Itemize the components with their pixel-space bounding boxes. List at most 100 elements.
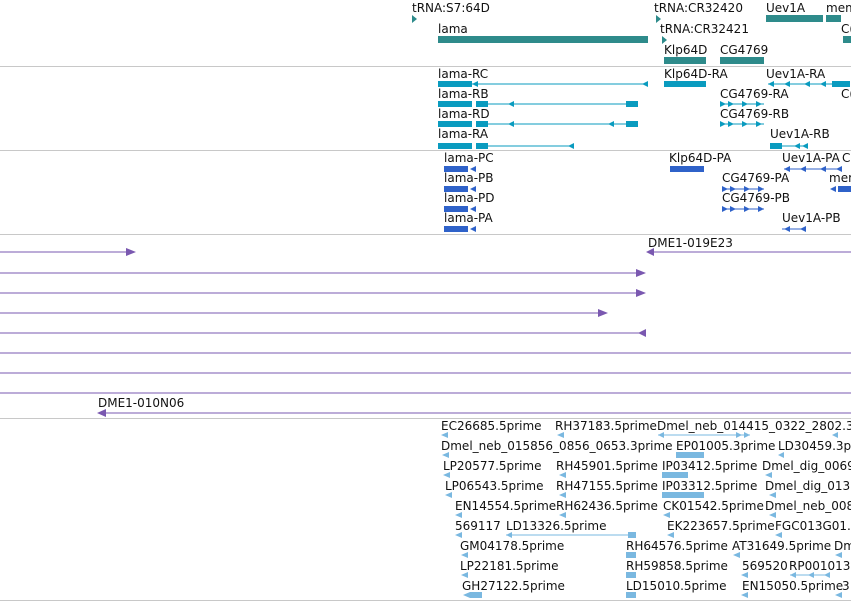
transcript-glyph[interactable] xyxy=(770,143,808,149)
est-glyph[interactable] xyxy=(461,552,468,558)
gene-glyph[interactable] xyxy=(656,15,661,23)
transcript-glyph[interactable] xyxy=(720,121,764,127)
gene-glyph[interactable] xyxy=(664,57,706,64)
est-glyph[interactable] xyxy=(769,492,776,498)
clone-glyph[interactable] xyxy=(0,309,608,317)
protein-glyph[interactable] xyxy=(670,166,704,172)
est-glyph[interactable] xyxy=(658,432,750,438)
est-glyph[interactable] xyxy=(559,512,566,518)
gene-glyph[interactable] xyxy=(843,36,851,43)
est-glyph[interactable] xyxy=(463,592,482,598)
protein-label: mem xyxy=(829,171,851,185)
gene-track: tRNA:S7:64D tRNA:CR32420 Uev1A mem lama … xyxy=(0,0,851,66)
protein-label: Uev1A-PA xyxy=(782,151,840,165)
est-glyph[interactable] xyxy=(667,532,674,538)
transcript-glyph[interactable] xyxy=(438,81,648,87)
est-glyph[interactable] xyxy=(455,532,462,538)
gene-glyph[interactable] xyxy=(662,36,667,44)
protein-glyph[interactable] xyxy=(444,226,476,232)
protein-glyph[interactable] xyxy=(830,186,851,192)
est-glyph[interactable] xyxy=(835,592,842,598)
est-glyph[interactable] xyxy=(769,512,776,518)
clone-glyph[interactable] xyxy=(0,329,646,337)
track-separator xyxy=(0,418,851,419)
protein-glyph[interactable] xyxy=(782,226,806,232)
gene-glyph[interactable] xyxy=(438,36,648,43)
est-label: LP06543.5prime xyxy=(445,479,544,493)
gene-label: Klp64D xyxy=(664,43,708,57)
est-glyph[interactable] xyxy=(443,472,450,478)
protein-label: CG4769-PA xyxy=(722,171,790,185)
est-label: GM04178.5prime xyxy=(460,539,565,553)
gene-glyph[interactable] xyxy=(766,15,823,22)
protein-glyph[interactable] xyxy=(444,166,476,172)
est-glyph[interactable] xyxy=(741,592,748,598)
est-label: AT31649.5prime xyxy=(732,539,832,553)
est-glyph[interactable] xyxy=(663,512,670,518)
protein-glyph[interactable] xyxy=(444,186,476,192)
est-label: LD15010.5prime xyxy=(626,579,727,593)
gene-glyph[interactable] xyxy=(720,57,764,64)
gene-glyph[interactable] xyxy=(412,15,417,23)
est-glyph[interactable] xyxy=(790,572,830,578)
est-glyph[interactable] xyxy=(741,572,748,578)
est-glyph[interactable] xyxy=(626,572,636,578)
gene-label: tRNA:CR32421 xyxy=(660,22,749,36)
clone-glyph[interactable] xyxy=(97,409,851,417)
est-glyph[interactable] xyxy=(626,552,636,558)
est-glyph[interactable] xyxy=(676,452,704,458)
est-label: IP03312.5prime xyxy=(662,479,758,493)
est-label: Dmel_neb_014415_0322_2802.3 xyxy=(657,419,851,433)
transcript-glyph[interactable] xyxy=(664,81,706,87)
est-glyph[interactable] xyxy=(455,512,462,518)
gene-label: CG4769 xyxy=(720,43,769,57)
protein-glyphs xyxy=(444,166,851,232)
transcript-track: lama-RC Klp64D-RA Uev1A-RA lama-RB CG476… xyxy=(0,67,851,150)
transcript-label: Uev1A-RA xyxy=(766,67,826,81)
transcript-glyph[interactable] xyxy=(438,121,638,127)
est-glyph[interactable] xyxy=(442,452,449,458)
protein-label: lama-PB xyxy=(444,171,494,185)
est-glyph[interactable] xyxy=(835,552,842,558)
est-glyph[interactable] xyxy=(559,492,566,498)
protein-label: lama-PC xyxy=(444,151,494,165)
est-glyph[interactable] xyxy=(662,472,688,478)
est-glyph[interactable] xyxy=(662,492,704,498)
clone-glyph[interactable] xyxy=(646,248,851,256)
est-label: RH47155.5prime xyxy=(556,479,658,493)
clone-glyph[interactable] xyxy=(0,289,646,297)
est-glyph[interactable] xyxy=(445,492,452,498)
est-glyph[interactable] xyxy=(626,592,636,598)
transcript-label: lama-RA xyxy=(438,127,489,141)
est-glyph[interactable] xyxy=(832,432,838,438)
transcript-glyph[interactable] xyxy=(438,101,638,107)
est-label: EC26685.5prime xyxy=(441,419,542,433)
protein-glyph[interactable] xyxy=(722,186,764,192)
protein-glyph[interactable] xyxy=(784,166,842,172)
transcript-glyph[interactable] xyxy=(438,143,574,149)
est-label: RH59858.5prime xyxy=(626,559,728,573)
transcript-glyph[interactable] xyxy=(768,81,850,87)
protein-label: C xyxy=(842,151,851,165)
est-glyph[interactable] xyxy=(778,452,784,458)
transcript-glyph[interactable] xyxy=(720,101,764,107)
gene-glyph[interactable] xyxy=(826,15,841,22)
est-glyph[interactable] xyxy=(775,532,782,538)
est-glyph[interactable] xyxy=(559,472,566,478)
est-glyph[interactable] xyxy=(557,432,564,438)
est-glyph[interactable] xyxy=(733,552,740,558)
protein-glyph[interactable] xyxy=(722,206,764,212)
est-label: IP03412.5prime xyxy=(662,459,758,473)
est-label: RH37183.5prime xyxy=(555,419,657,433)
clone-glyph[interactable] xyxy=(0,269,646,277)
protein-glyph[interactable] xyxy=(444,206,476,212)
est-glyph[interactable] xyxy=(461,572,468,578)
protein-label: CG4769-PB xyxy=(722,191,791,205)
est-label: 569117 xyxy=(455,519,501,533)
clone-glyph[interactable] xyxy=(0,248,136,256)
est-label: GH27122.5prime xyxy=(462,579,565,593)
est-glyph[interactable] xyxy=(441,432,448,438)
est-glyph[interactable] xyxy=(765,472,772,478)
est-label: Dmel_dig_0069 xyxy=(762,459,851,473)
est-glyph[interactable] xyxy=(506,532,636,538)
